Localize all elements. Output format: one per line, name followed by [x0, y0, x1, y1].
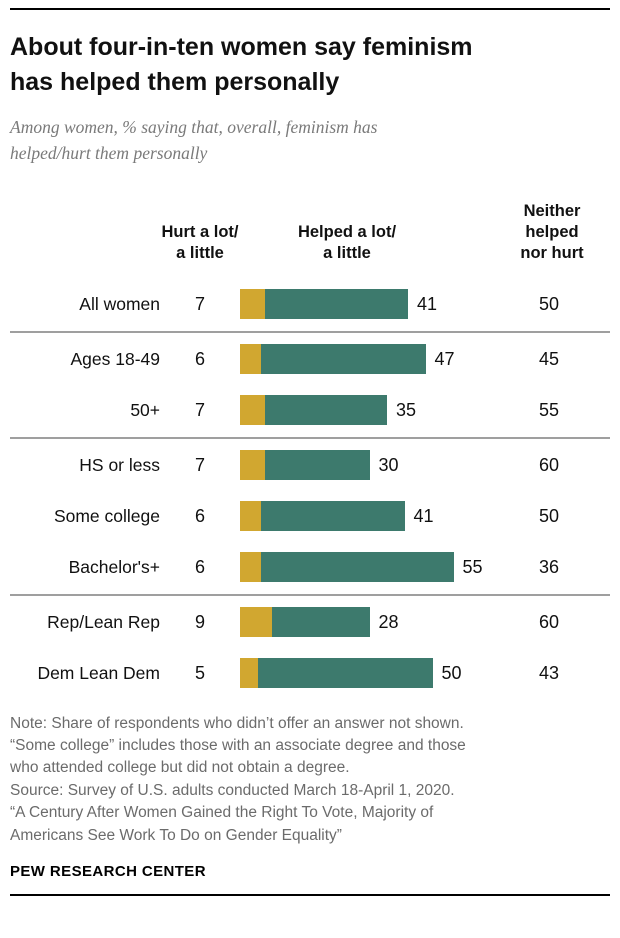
top-rule [10, 8, 610, 10]
category-label: Dem Lean Dem [37, 662, 160, 683]
note-line: Source: Survey of U.S. adults conducted … [10, 781, 455, 799]
bar-area: 41 [240, 289, 437, 319]
neither-value: 60 [538, 611, 560, 632]
bar-area: 28 [240, 607, 399, 637]
bar-area: 41 [240, 501, 434, 531]
helped-bar [264, 450, 370, 480]
group-separator [10, 330, 610, 333]
column-header-helped: Helped a lot/ a little [297, 223, 397, 263]
note-line: “Some college” includes those with an as… [10, 736, 466, 754]
neither-value: 45 [538, 348, 560, 369]
helped-bar [261, 344, 426, 374]
helped-bar [261, 501, 405, 531]
helped-value: 30 [378, 454, 399, 475]
hurt-bar [240, 552, 261, 582]
neither-value: 50 [538, 293, 560, 314]
chart-row: Ages 18-49 6 47 45 [10, 334, 610, 385]
hurt-bar [240, 450, 265, 480]
chart-row: 50+ 7 35 55 [10, 385, 610, 436]
category-label: HS or less [79, 454, 160, 475]
helped-bar [264, 289, 408, 319]
helped-bar [271, 607, 370, 637]
note-line: Note: Share of respondents who didn’t of… [10, 714, 464, 732]
helped-value: 41 [417, 293, 438, 314]
notes: Note: Share of respondents who didn’t of… [10, 713, 610, 848]
hurt-value: 7 [194, 454, 205, 475]
hurt-value: 6 [194, 505, 205, 526]
helped-bar [264, 395, 387, 425]
chart-row: Some college 6 41 50 [10, 491, 610, 542]
hurt-bar [240, 395, 265, 425]
chart-row: Dem Lean Dem 5 50 43 [10, 648, 610, 699]
category-label: Bachelor's+ [68, 556, 160, 577]
category-label: Some college [53, 505, 160, 526]
chart-row: HS or less 7 30 60 [10, 440, 610, 491]
helped-value: 50 [441, 662, 462, 683]
helped-value: 47 [434, 348, 455, 369]
helped-value: 41 [413, 505, 434, 526]
column-header-neither: Neither helped nor hurt [520, 202, 584, 263]
helped-bar [257, 658, 433, 688]
column-headers: Hurt a lot/ a little Helped a lot/ a lit… [10, 191, 610, 269]
bar-area: 47 [240, 344, 455, 374]
chart-row: Bachelor's+ 6 55 36 [10, 542, 610, 593]
neither-value: 55 [538, 399, 560, 420]
chart-row: All women 7 41 50 [10, 279, 610, 330]
note-line: Americans See Work To Do on Gender Equal… [10, 826, 342, 844]
category-label: 50+ [130, 399, 160, 420]
footer-brand: PEW RESEARCH CENTER [10, 863, 206, 881]
column-header-hurt: Hurt a lot/ a little [161, 223, 239, 263]
chart-row: Rep/Lean Rep 9 28 60 [10, 597, 610, 648]
neither-value: 36 [538, 556, 560, 577]
hurt-bar [240, 501, 261, 531]
note-line: “A Century After Women Gained the Right … [10, 804, 434, 822]
neither-value: 60 [538, 454, 560, 475]
bar-area: 30 [240, 450, 399, 480]
hurt-bar [240, 289, 265, 319]
hurt-value: 5 [194, 662, 205, 683]
bar-area: 55 [240, 552, 483, 582]
hurt-bar [240, 658, 258, 688]
group-separator [10, 593, 610, 596]
group-separator [10, 436, 610, 439]
category-label: Rep/Lean Rep [47, 611, 160, 632]
category-label: All women [79, 293, 160, 314]
neither-value: 43 [538, 662, 560, 683]
hurt-value: 9 [194, 611, 205, 632]
helped-value: 35 [396, 399, 417, 420]
hurt-value: 6 [194, 556, 205, 577]
helped-value: 55 [462, 556, 483, 577]
hurt-bar [240, 607, 272, 637]
chart-rows: All women 7 41 50 Ages 18-49 6 47 45 50+ 7 35 55 HS … [10, 279, 610, 699]
hurt-value: 7 [194, 293, 205, 314]
hurt-value: 7 [194, 399, 205, 420]
bar-area: 35 [240, 395, 416, 425]
bottom-rule [10, 894, 610, 897]
hurt-value: 6 [194, 348, 205, 369]
hurt-bar [240, 344, 261, 374]
bar-area: 50 [240, 658, 462, 688]
neither-value: 50 [538, 505, 560, 526]
page-title: About four-in-ten women say feminism has… [10, 33, 473, 96]
helped-value: 28 [378, 611, 399, 632]
category-label: Ages 18-49 [70, 348, 160, 369]
chart-subtitle: Among women, % saying that, overall, fem… [10, 117, 378, 164]
helped-bar [261, 552, 454, 582]
note-line: who attended college but did not obtain … [10, 759, 350, 777]
